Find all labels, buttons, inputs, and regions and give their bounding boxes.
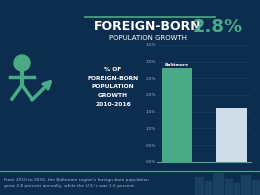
Text: 2.8%: 2.8% — [193, 18, 243, 36]
Bar — [225, 179, 232, 195]
Text: FOREIGN-BORN: FOREIGN-BORN — [94, 20, 202, 34]
Bar — [213, 173, 223, 195]
Text: 1: 1 — [228, 97, 235, 107]
Bar — [241, 175, 250, 195]
Circle shape — [14, 55, 30, 71]
Bar — [161, 68, 192, 162]
Bar — [195, 177, 203, 195]
Bar — [217, 108, 247, 162]
Text: % OF
FOREIGN-BORN
POPULATION
GROWTH
2010-2016: % OF FOREIGN-BORN POPULATION GROWTH 2010… — [87, 67, 139, 107]
Bar — [252, 180, 260, 195]
Bar — [234, 183, 239, 195]
Text: Baltimore: Baltimore — [165, 63, 189, 66]
Bar — [205, 181, 211, 195]
Text: From 2010 to 2016, the Baltimore region's foreign-born population
grew 2.8 perce: From 2010 to 2016, the Baltimore region'… — [4, 178, 149, 188]
Text: POPULATION GROWTH: POPULATION GROWTH — [109, 35, 187, 41]
